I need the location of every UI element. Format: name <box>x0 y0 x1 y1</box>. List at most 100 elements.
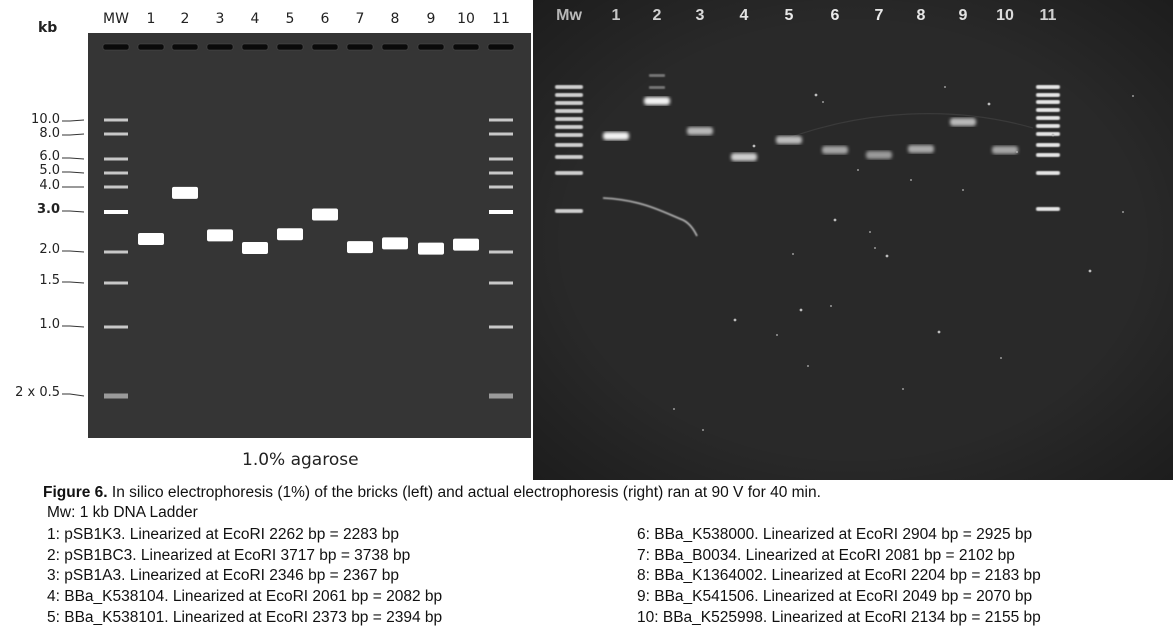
marker-tick <box>62 157 85 160</box>
ladder-band <box>104 185 128 189</box>
marker-tick <box>62 281 85 284</box>
actual-ladder-band <box>1036 153 1060 157</box>
marker-size-label: 10.0 <box>31 112 60 127</box>
actual-ladder-band <box>1036 93 1060 97</box>
gel-well <box>276 43 304 51</box>
sample-band-lane-9 <box>418 242 444 255</box>
actual-ladder-band <box>1036 116 1060 120</box>
ladder-band <box>489 171 513 175</box>
actual-ladder-band <box>555 85 583 89</box>
actual-ladder-band <box>555 125 583 129</box>
sample-band-lane-4 <box>242 242 268 255</box>
gel-well <box>206 43 234 51</box>
actual-ladder-band <box>555 93 583 97</box>
lane-legend-item: 10: BBa_K525998. Linearized at EcoRI 213… <box>637 608 1041 626</box>
ladder-band <box>489 185 513 189</box>
sample-band-lane-6 <box>312 208 338 221</box>
dust-speck <box>792 253 794 255</box>
dust-speck <box>830 305 832 307</box>
faint-band <box>649 74 665 77</box>
marker-size-label: 4.0 <box>39 178 60 193</box>
dust-speck <box>910 179 912 181</box>
ladder-band <box>104 157 128 161</box>
gel-well <box>171 43 199 51</box>
lane-legend-item: 8: BBa_K1364002. Linearized at EcoRI 220… <box>637 567 1041 585</box>
in-silico-gel <box>88 33 531 438</box>
ladder-band <box>104 171 128 175</box>
lane-label: 9 <box>426 11 436 27</box>
actual-ladder-band <box>555 209 583 213</box>
ladder-band <box>489 118 513 122</box>
actual-sample-band-lane-10 <box>992 146 1018 154</box>
ladder-band <box>104 132 128 136</box>
dust-speck <box>822 101 824 103</box>
lane-label: 8 <box>390 11 400 27</box>
ladder-band <box>489 325 513 329</box>
gel-well <box>381 43 409 51</box>
gel-crack <box>782 113 1034 141</box>
lane-legend-item: 7: BBa_B0034. Linearized at EcoRI 2081 b… <box>637 546 1015 564</box>
dust-speck <box>885 254 889 258</box>
dust-speck <box>733 318 737 322</box>
gel-well <box>487 43 515 51</box>
dust-speck <box>799 308 803 312</box>
figure-label: Figure 6. <box>43 484 108 501</box>
lane-label: 11 <box>492 11 510 27</box>
sample-band-lane-7 <box>347 241 373 254</box>
dust-speck <box>776 334 778 336</box>
lane-label: 7 <box>355 11 365 27</box>
actual-ladder-band <box>1036 124 1060 128</box>
actual-ladder-band <box>1036 132 1060 136</box>
dust-speck <box>1088 269 1092 273</box>
actual-sample-band-lane-7 <box>866 151 892 159</box>
gel-well <box>346 43 374 51</box>
lane-legend-item: 2: pSB1BC3. Linearized at EcoRI 3717 bp … <box>47 546 411 564</box>
marker-tick <box>62 119 85 122</box>
marker-size-label: 2.0 <box>39 242 60 257</box>
marker-tick <box>62 171 85 174</box>
sample-band-lane-2 <box>172 186 198 199</box>
figure-caption: Figure 6. In silico electrophoresis (1%)… <box>43 484 821 502</box>
dust-speck <box>1122 211 1124 213</box>
actual-gel-photo: Mw1234567891011 <box>533 0 1173 480</box>
dust-speck <box>857 169 859 171</box>
gel-well <box>102 43 130 51</box>
ladder-band <box>489 250 513 254</box>
actual-sample-band-lane-8 <box>908 145 934 153</box>
actual-sample-band-lane-4 <box>731 153 757 161</box>
dust-speck <box>673 408 675 410</box>
ladder-band <box>489 132 513 136</box>
lane-legend-right: 6: BBa_K538000. Linearized at EcoRI 2904… <box>637 525 1041 629</box>
lane-label: MW <box>103 11 129 27</box>
lane-label: 2 <box>180 11 190 27</box>
lane-label: 6 <box>320 11 330 27</box>
dust-speck <box>874 247 876 249</box>
marker-tick <box>62 325 85 328</box>
actual-ladder-band <box>1036 100 1060 104</box>
marker-size-label: 1.0 <box>39 317 60 332</box>
actual-ladder-band <box>555 101 583 105</box>
ladder-band <box>104 281 128 285</box>
lane-legend-left: 1: pSB1K3. Linearized at EcoRI 2262 bp =… <box>47 525 442 629</box>
ladder-band <box>104 250 128 254</box>
actual-sample-band-lane-6 <box>822 146 848 154</box>
figure-caption-text: In silico electrophoresis (1%) of the br… <box>107 484 821 501</box>
ladder-band <box>489 393 513 399</box>
actual-sample-band-lane-9 <box>950 118 976 126</box>
sample-band-lane-1 <box>138 232 164 245</box>
sample-band-lane-3 <box>207 229 233 242</box>
gel-vignette <box>533 0 1173 480</box>
lane-label: 5 <box>285 11 295 27</box>
actual-ladder-band <box>1036 85 1060 89</box>
sample-band-lane-10 <box>453 238 479 251</box>
marker-size-label: 2 x 0.5 <box>15 385 60 400</box>
lane-legend-item: 3: pSB1A3. Linearized at EcoRI 2346 bp =… <box>47 567 400 585</box>
gel-well <box>311 43 339 51</box>
lane-legend-item: 6: BBa_K538000. Linearized at EcoRI 2904… <box>637 526 1033 543</box>
lane-label: 4 <box>250 11 260 27</box>
marker-size-label: 5.0 <box>39 163 60 178</box>
actual-ladder-band <box>555 143 583 147</box>
agarose-percentage-label: 1.0% agarose <box>242 450 359 470</box>
actual-ladder-band <box>1036 207 1060 211</box>
actual-ladder-band <box>555 117 583 121</box>
